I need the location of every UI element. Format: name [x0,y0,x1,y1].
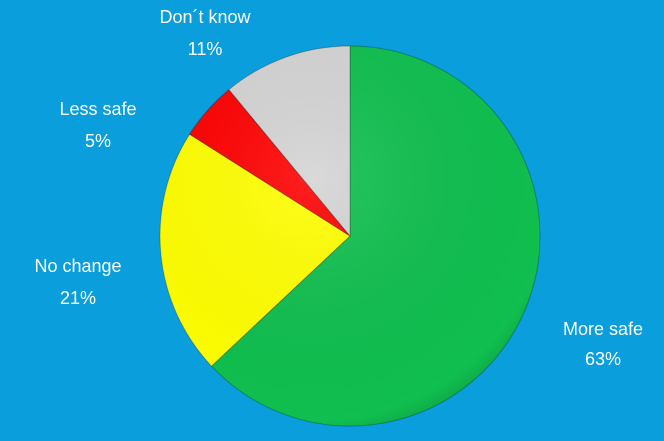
slice-label: More safe [563,319,643,339]
slice-value-label: 11% [188,39,223,59]
slice-value-label: 5% [85,131,111,151]
slice-label: No change [34,256,121,276]
pie [159,45,541,427]
slice-value-label: 21% [60,288,96,308]
slice-label: Don´t know [159,7,251,27]
slice-value-label: 63% [585,349,621,369]
slice-label: Less safe [59,99,136,119]
